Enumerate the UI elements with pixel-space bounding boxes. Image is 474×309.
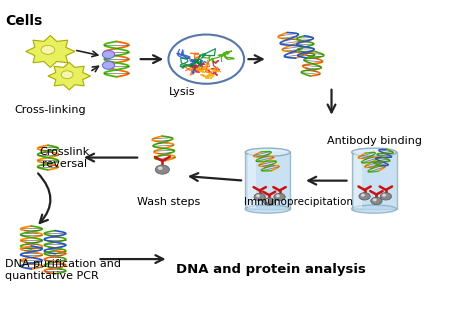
Circle shape <box>374 199 376 201</box>
Bar <box>245 152 290 209</box>
Bar <box>352 152 397 209</box>
Ellipse shape <box>352 205 397 213</box>
Text: Crosslink
reversal: Crosslink reversal <box>39 147 90 169</box>
Circle shape <box>158 167 162 169</box>
Bar <box>247 154 255 208</box>
Circle shape <box>383 194 385 196</box>
Circle shape <box>41 45 55 54</box>
Text: Cross-linking: Cross-linking <box>15 105 86 115</box>
Circle shape <box>61 71 73 78</box>
Circle shape <box>102 61 115 69</box>
Circle shape <box>266 200 269 201</box>
Circle shape <box>362 194 365 196</box>
Text: Wash steps: Wash steps <box>137 197 200 207</box>
Circle shape <box>256 195 259 197</box>
Text: Antibody binding: Antibody binding <box>327 136 422 146</box>
Polygon shape <box>26 36 75 67</box>
Bar <box>354 154 362 208</box>
Text: Immunoprecipitation: Immunoprecipitation <box>244 197 353 207</box>
Ellipse shape <box>245 205 290 213</box>
Text: Lysis: Lysis <box>168 87 195 96</box>
Ellipse shape <box>352 148 397 156</box>
Circle shape <box>168 35 244 84</box>
Circle shape <box>274 193 285 201</box>
Circle shape <box>380 193 392 200</box>
Circle shape <box>155 165 169 174</box>
Ellipse shape <box>245 148 290 156</box>
Circle shape <box>254 193 265 201</box>
Circle shape <box>276 195 279 197</box>
Text: Cells: Cells <box>5 14 43 28</box>
Polygon shape <box>48 62 91 90</box>
Circle shape <box>264 198 275 205</box>
Text: DNA and protein analysis: DNA and protein analysis <box>175 263 365 276</box>
Circle shape <box>371 197 382 205</box>
Text: DNA purification and
quantitative PCR: DNA purification and quantitative PCR <box>5 260 121 281</box>
Circle shape <box>359 193 370 200</box>
Circle shape <box>102 51 115 58</box>
